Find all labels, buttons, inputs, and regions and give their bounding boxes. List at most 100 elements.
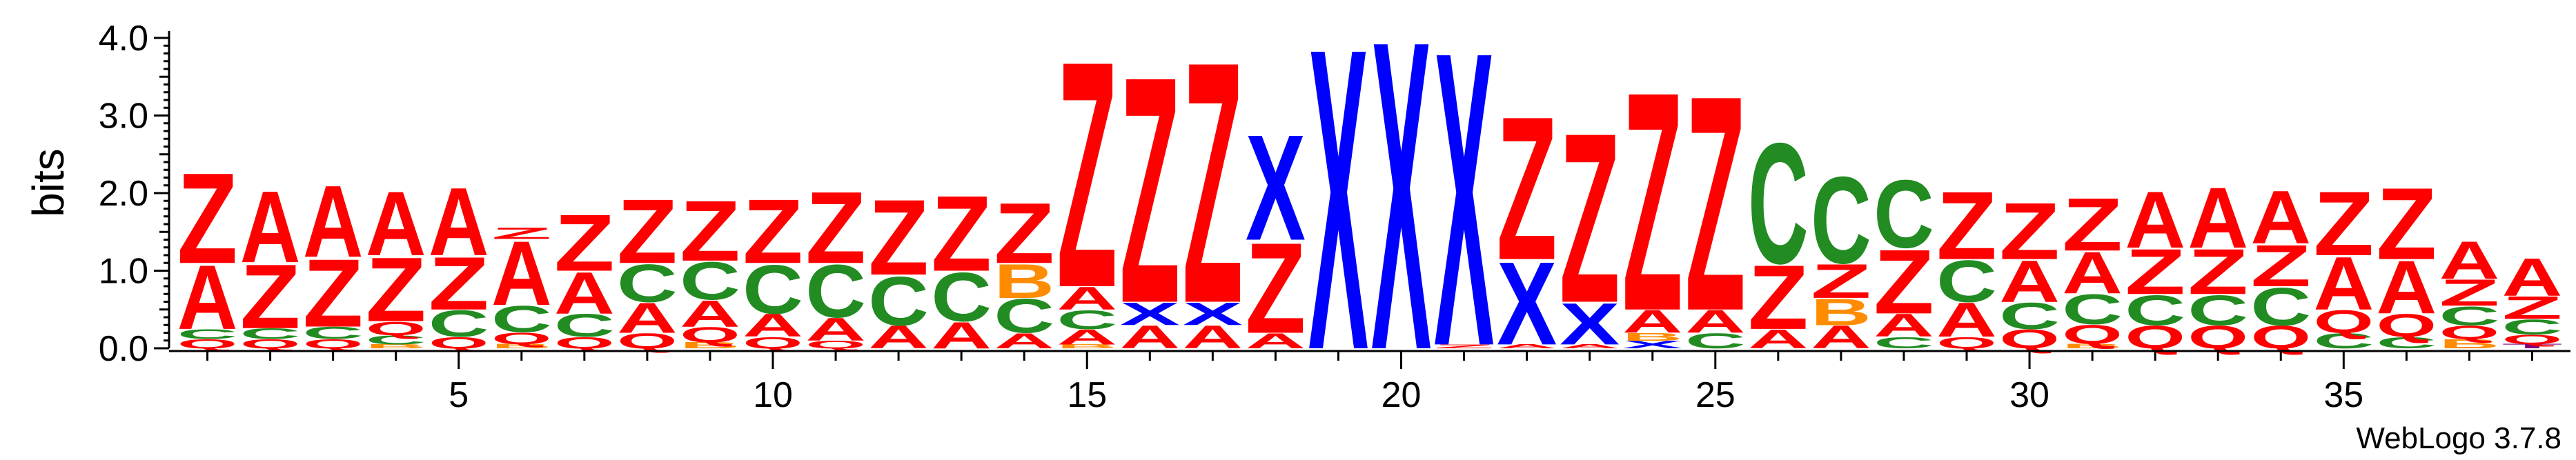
x-tick-label: 20 (1382, 375, 1422, 415)
glyph-z: Z (1120, 10, 1181, 370)
glyph-z: Z (1811, 254, 1871, 308)
glyph-a: A (680, 292, 740, 334)
glyph-a: A (1056, 280, 1117, 316)
glyph-c: C (868, 262, 929, 340)
glyph-c: C (805, 250, 866, 334)
glyph-b: B (2439, 337, 2500, 351)
glyph-q: Q (303, 337, 363, 351)
logo-column-21: ZX (1434, 0, 1495, 434)
glyph-a: A (1119, 319, 1180, 355)
glyph-c: C (366, 333, 426, 348)
glyph-a: A (366, 172, 426, 274)
glyph-c: C (1936, 249, 1997, 315)
glyph-a: A (1497, 343, 1557, 350)
glyph-z: Z (1748, 247, 1809, 349)
glyph-z: Z (868, 177, 929, 297)
glyph-q: Q (366, 318, 426, 339)
glyph-z: Z (1246, 217, 1306, 361)
glyph-z: Z (1622, 28, 1683, 377)
glyph-a: A (491, 222, 552, 324)
glyph-x: X (1560, 291, 1620, 357)
logo-column-17: AXZ (1183, 0, 1243, 375)
glyph-q: Q (2439, 321, 2499, 343)
glyph-a: A (1999, 249, 2060, 315)
logo-column-18: AZX (1246, 104, 1306, 361)
glyph-c: C (2187, 287, 2248, 334)
y-tick-label: 3.0 (99, 97, 148, 137)
weblogo-version-label: WebLogo 3.7.8 (2356, 421, 2562, 455)
glyph-b: B (1056, 343, 1117, 350)
glyph-z: Z (2187, 235, 2248, 308)
glyph-a: A (1936, 293, 1997, 348)
glyph-b: B (680, 341, 740, 350)
glyph-c: C (177, 326, 238, 342)
glyph-b: B (994, 254, 1054, 309)
glyph-x: X (1183, 296, 1243, 332)
x-tick-label: 35 (2323, 375, 2363, 415)
glyph-a: A (2313, 241, 2374, 326)
glyph-c: C (303, 323, 364, 343)
glyph-z: Z (2439, 272, 2500, 314)
glyph-z: Z (994, 186, 1054, 281)
glyph-c: C (1811, 152, 1871, 290)
glyph-c: C (1999, 295, 2060, 337)
x-tick-label: 15 (1067, 375, 1107, 415)
glyph-c: C (2062, 286, 2123, 333)
glyph-a: A (2187, 170, 2248, 266)
glyph-q: Q (2314, 303, 2374, 339)
x-tick-label: 5 (449, 375, 469, 415)
glyph-b: B (366, 343, 426, 350)
glyph-a: A (2250, 176, 2311, 260)
glyph-z: Z (1056, 0, 1117, 355)
x-axis: 5 10 15 20 25 30 35 (169, 350, 2570, 415)
glyph-q: Q (2188, 319, 2248, 355)
glyph-z: Z (743, 181, 803, 283)
glyph-z: Z (554, 198, 615, 288)
glyph-z: Z (491, 224, 552, 242)
glyph-x: X (1434, 0, 1495, 434)
glyph-c: C (1685, 329, 1746, 353)
logo-column-23: AXZ (1560, 82, 1620, 357)
glyph-a: A (240, 169, 301, 283)
glyph-c: C (2377, 334, 2437, 352)
glyph-a: A (2125, 175, 2185, 266)
glyph-x: X (1622, 339, 1682, 350)
y-tick-label: 1.0 (99, 252, 148, 292)
glyph-q: Q (2502, 332, 2562, 346)
y-axis: 0.0 1.0 2.0 3.0 4.0 (99, 19, 170, 369)
glyph-z: Z (2125, 235, 2185, 308)
glyph-c: C (491, 298, 552, 340)
glyph-z: Z (2314, 173, 2375, 275)
glyph-c: C (240, 326, 301, 342)
glyph-z: Z (1183, 0, 1243, 375)
glyph-x: X (1120, 296, 1180, 332)
glyph-b: B (2062, 343, 2123, 350)
x-tick-label: 25 (1695, 375, 1736, 415)
logo-column-25: CAZ (1685, 33, 1746, 376)
glyph-x: X (1308, 0, 1369, 440)
glyph-a: A (429, 168, 489, 276)
glyph-a: A (303, 164, 364, 279)
glyph-a: A (1056, 325, 1117, 349)
glyph-a: A (1874, 308, 1934, 343)
logo-column-19: X (1308, 0, 1369, 440)
glyph-a: A (743, 308, 803, 343)
glyph-c: C (2250, 277, 2311, 337)
glyph-stacks: QCAZQCZAQCZABCQZAQCZABQCAZQCAZQACZBQACZQ… (177, 0, 2563, 442)
glyph-q: Q (1999, 324, 2059, 354)
x-tick-label: 30 (2009, 375, 2049, 415)
glyph-a: A (1811, 319, 1871, 355)
glyph-z: Z (1434, 343, 1495, 350)
glyph-a: A (2502, 247, 2563, 307)
